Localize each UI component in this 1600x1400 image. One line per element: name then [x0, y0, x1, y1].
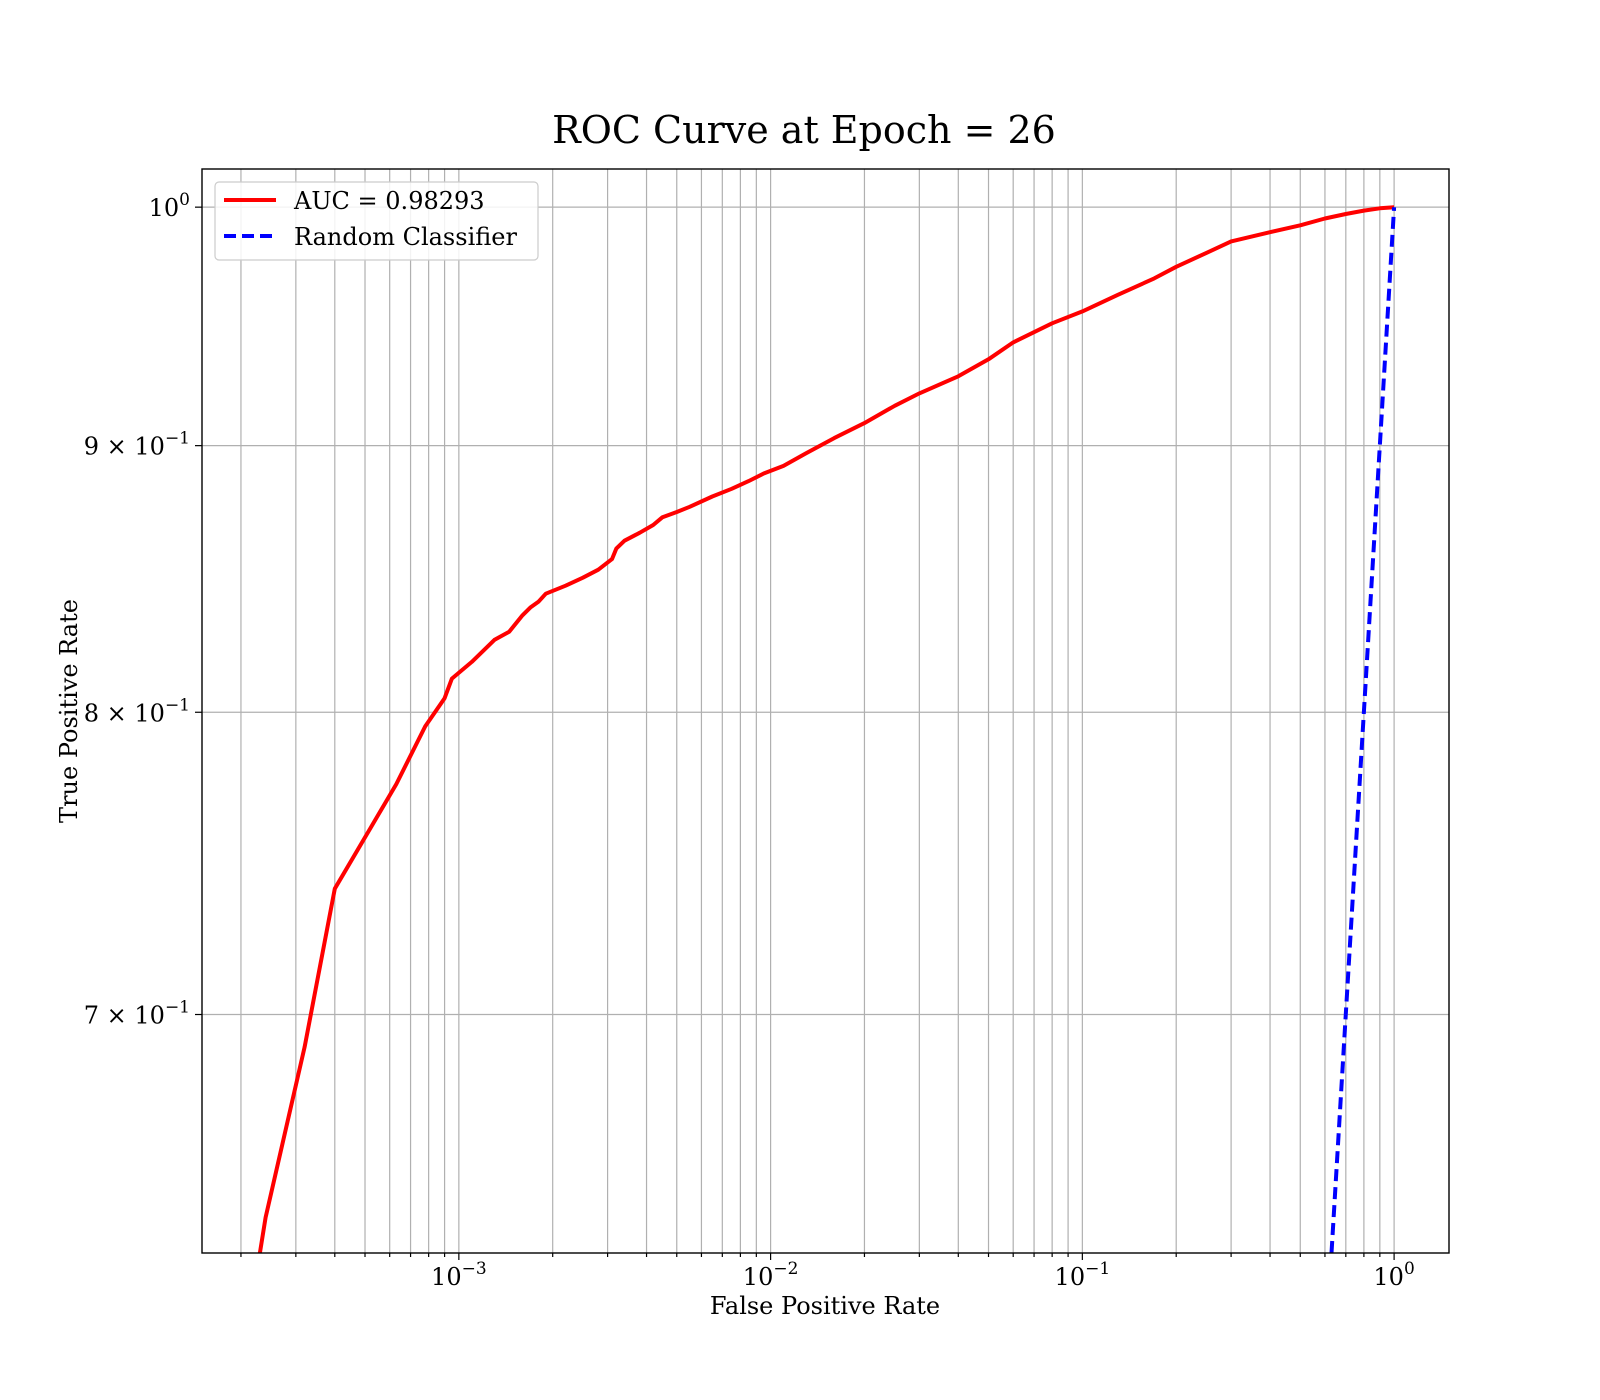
x-tick-exponent: −1 — [1085, 1259, 1110, 1279]
y-tick-exponent: 0 — [179, 190, 190, 210]
x-tick-exponent: −3 — [462, 1259, 487, 1279]
x-tick-exponent: −2 — [773, 1259, 798, 1279]
y-tick-label: 7 × 10−1 — [84, 998, 190, 1030]
random-classifier-line — [1329, 207, 1397, 1253]
legend-label-auc: AUC = 0.98293 — [293, 187, 485, 215]
x-tick-base: 10 — [431, 1263, 462, 1291]
x-axis-label: False Positive Rate — [710, 1292, 940, 1320]
series-layer — [257, 205, 1397, 1253]
y-axis-label: True Positive Rate — [55, 599, 83, 823]
y-tick-mantissa: 10 — [149, 194, 180, 222]
y-tick-exponent: −1 — [165, 695, 190, 715]
x-tick-label: 100 — [1373, 1259, 1414, 1291]
y-tick-exponent: −1 — [165, 429, 190, 449]
x-tick-label: 10−3 — [431, 1259, 487, 1291]
plot-frame — [201, 168, 1450, 1254]
y-tick-mantissa: 9 × 10 — [84, 433, 165, 461]
legend-box — [214, 181, 539, 261]
chart-title: ROC Curve at Epoch = 26 — [552, 108, 1056, 152]
grid — [202, 169, 1449, 1253]
roc-curve-line — [257, 205, 1395, 1253]
x-tick-label: 10−2 — [743, 1259, 799, 1291]
x-tick-exponent: 0 — [1404, 1259, 1415, 1279]
legend-label-random: Random Classifier — [294, 223, 517, 251]
y-tick-mantissa: 8 × 10 — [84, 699, 165, 727]
x-tick-base: 10 — [743, 1263, 774, 1291]
y-tick-label: 8 × 10−1 — [84, 695, 190, 727]
y-tick-exponent: −1 — [165, 998, 190, 1018]
x-tick-label: 10−1 — [1055, 1259, 1111, 1291]
x-tick-base: 10 — [1055, 1263, 1086, 1291]
legend: AUC = 0.98293 Random Classifier — [214, 181, 539, 261]
y-tick-label: 100 — [149, 190, 190, 222]
y-tick-mantissa: 7 × 10 — [84, 1002, 165, 1030]
x-tick-base: 10 — [1373, 1263, 1404, 1291]
y-tick-label: 9 × 10−1 — [84, 429, 190, 461]
